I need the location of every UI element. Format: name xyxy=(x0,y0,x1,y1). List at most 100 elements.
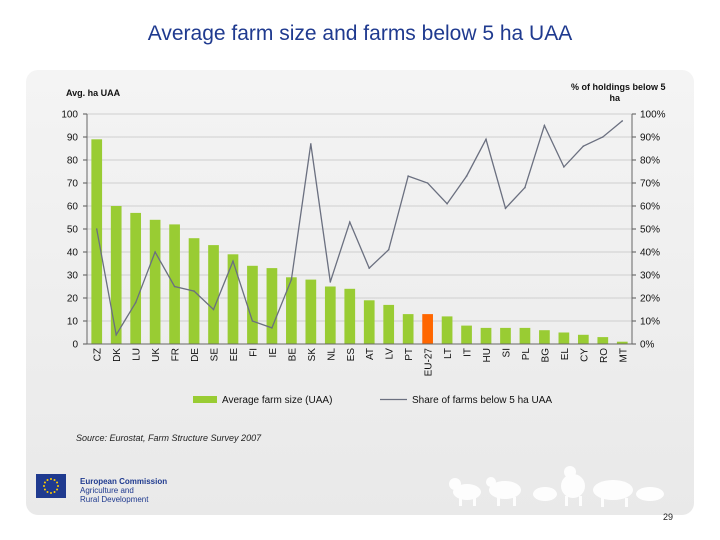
share-point xyxy=(173,285,176,288)
star-icon xyxy=(43,481,46,484)
category-label: BG xyxy=(540,348,551,363)
bar-mt xyxy=(616,341,628,344)
bar-bg xyxy=(539,330,550,344)
share-point xyxy=(524,186,526,189)
category-labels: CZ DK LU UK FR DE SE EE FI IE BE SK NL ES AT LV PT EU-27 L… xyxy=(93,348,630,377)
share-point xyxy=(134,301,137,304)
right-tick-label: 70% xyxy=(640,179,660,190)
share-point xyxy=(154,251,156,253)
left-tick-label: 80 xyxy=(67,156,79,167)
share-point xyxy=(193,290,195,292)
bar-lv xyxy=(383,304,395,344)
left-tick-label: 90 xyxy=(67,133,79,144)
share-point xyxy=(543,124,546,127)
right-tick-label: 80% xyxy=(640,156,660,167)
left-tick-label: 20 xyxy=(67,294,79,305)
category-label: DE xyxy=(190,348,201,362)
right-tick-label: 0% xyxy=(640,340,655,351)
bar-pl xyxy=(519,327,531,344)
star-icon xyxy=(56,488,59,491)
category-label: CY xyxy=(579,348,590,362)
bar-ee xyxy=(227,254,239,344)
star-icon xyxy=(57,485,59,487)
bar-lt xyxy=(441,316,453,344)
bar-uk xyxy=(149,219,161,344)
share-point xyxy=(348,221,351,223)
share-point xyxy=(504,207,507,210)
category-label: FI xyxy=(248,348,259,357)
share-point xyxy=(271,327,273,329)
slide-title: Average farm size and farms below 5 ha U… xyxy=(147,22,573,45)
bar-lu xyxy=(130,212,142,344)
star-icon xyxy=(53,478,56,481)
category-label: CZ xyxy=(93,348,104,361)
bar-fr xyxy=(169,224,180,344)
right-tick-label: 20% xyxy=(640,294,660,305)
bar-pt xyxy=(402,314,414,344)
share-point xyxy=(290,278,293,281)
bar-es xyxy=(344,288,356,344)
right-axis-label-line1: % of holdings below 5 xyxy=(571,82,666,92)
line-series xyxy=(95,120,624,337)
bar-cy xyxy=(577,334,589,344)
bar-nl xyxy=(324,286,336,344)
right-axis-label: % of holdings below 5 ha xyxy=(571,82,668,103)
gridlines xyxy=(87,113,632,345)
share-point xyxy=(95,228,98,230)
right-tick-label: 90% xyxy=(640,133,660,144)
right-axis-label-line2: ha xyxy=(609,93,620,103)
share-point xyxy=(602,136,604,138)
star-icon xyxy=(50,492,52,494)
category-label: LU xyxy=(132,348,143,361)
category-label: MT xyxy=(618,348,629,362)
category-label: EE xyxy=(229,348,240,362)
legend-bar-label: Average farm size (UAA) xyxy=(222,395,332,406)
star-icon xyxy=(56,481,59,484)
bar-dk xyxy=(110,206,122,344)
star-icon xyxy=(50,478,52,480)
category-label: NL xyxy=(326,348,337,361)
category-label: HU xyxy=(482,348,493,362)
commission-logo-text: European Commission Agriculture and Rura… xyxy=(80,477,167,504)
page-number: 29 xyxy=(663,512,674,522)
share-point xyxy=(621,120,624,122)
source-note: Source: Eurostat, Farm Structure Survey … xyxy=(76,433,262,443)
share-point xyxy=(407,175,409,177)
category-label: ES xyxy=(346,348,357,362)
bar-be xyxy=(286,277,297,344)
category-label: SI xyxy=(501,348,512,357)
bar-ro xyxy=(597,337,609,344)
share-point xyxy=(115,334,117,336)
category-label: RO xyxy=(599,348,610,363)
bar-at xyxy=(363,300,375,344)
bar-eu-27 xyxy=(422,314,433,344)
share-point xyxy=(212,308,215,311)
logo-line-3: Rural Development xyxy=(80,495,149,504)
category-label: PL xyxy=(521,348,532,361)
share-point xyxy=(387,248,390,251)
legend-line-label: Share of farms below 5 ha UAA xyxy=(412,395,552,406)
share-point xyxy=(251,320,254,322)
bar-cz xyxy=(91,139,103,344)
share-point xyxy=(582,145,585,147)
category-label: SK xyxy=(307,348,318,362)
bar-it xyxy=(461,325,472,344)
logo-line-2: Agriculture and xyxy=(80,486,134,495)
legend: Average farm size (UAA) Share of farms be… xyxy=(193,395,552,406)
axis-ticks: 0 0% 10 10% 20 20% 30 30% 40 40% 50 50% 60 60% 70 70% 80… xyxy=(61,110,665,351)
category-label: FR xyxy=(171,348,182,361)
left-tick-label: 0 xyxy=(72,340,78,351)
left-tick-label: 40 xyxy=(67,248,79,259)
right-tick-label: 50% xyxy=(640,225,660,236)
star-icon xyxy=(46,478,49,481)
bar-si xyxy=(500,327,511,344)
star-icon xyxy=(53,491,56,494)
legend-bar-swatch xyxy=(193,396,217,403)
category-label: AT xyxy=(365,348,376,360)
right-tick-label: 100% xyxy=(640,110,666,121)
category-label: UK xyxy=(151,348,162,362)
eu-flag-logo xyxy=(36,474,66,498)
category-label: PT xyxy=(404,348,415,361)
category-label: IE xyxy=(268,348,279,358)
star-icon xyxy=(43,485,45,487)
